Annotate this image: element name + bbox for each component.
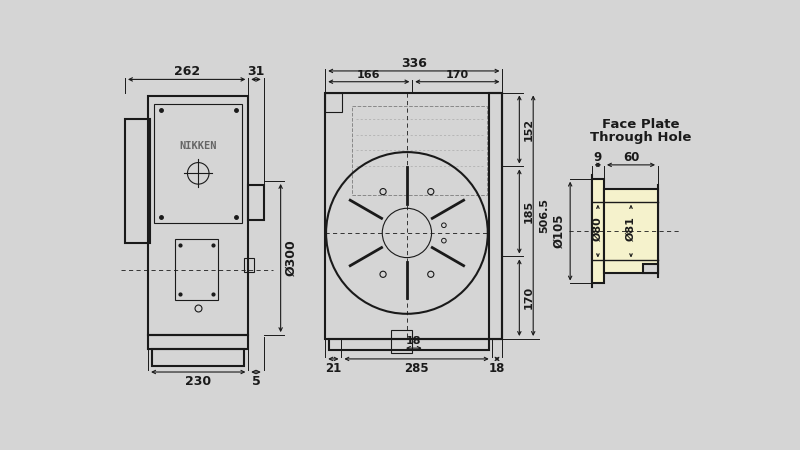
Text: 185: 185 <box>523 200 534 223</box>
Text: 9: 9 <box>594 151 602 164</box>
Text: 152: 152 <box>523 118 534 141</box>
Bar <box>329 339 489 350</box>
Text: 18: 18 <box>489 362 505 375</box>
Bar <box>326 93 342 112</box>
Bar <box>390 330 412 353</box>
Text: 31: 31 <box>247 65 265 78</box>
Bar <box>604 189 658 274</box>
Bar <box>148 96 248 335</box>
Text: 230: 230 <box>185 375 211 388</box>
Text: 336: 336 <box>401 57 426 70</box>
Bar <box>175 239 218 301</box>
Bar <box>248 185 264 220</box>
Bar <box>125 119 150 243</box>
Text: Ø300: Ø300 <box>285 240 298 276</box>
Text: NIKKEN: NIKKEN <box>179 141 217 151</box>
Text: Ø105: Ø105 <box>552 214 565 248</box>
Bar <box>642 264 658 274</box>
Bar <box>592 179 604 284</box>
Text: 506.5: 506.5 <box>539 198 549 233</box>
Text: 18: 18 <box>406 336 422 346</box>
Bar <box>148 335 248 349</box>
Bar <box>152 349 245 366</box>
Bar <box>326 93 502 339</box>
Text: 60: 60 <box>623 151 639 164</box>
Bar <box>352 106 487 195</box>
Text: 262: 262 <box>174 65 200 78</box>
Text: 166: 166 <box>357 70 381 80</box>
Text: Ø81: Ø81 <box>626 216 636 241</box>
Text: 285: 285 <box>404 362 429 375</box>
Text: Face Plate: Face Plate <box>602 118 680 131</box>
Bar <box>489 93 502 339</box>
Text: 170: 170 <box>446 70 469 80</box>
Text: Through Hole: Through Hole <box>590 130 692 144</box>
Bar <box>245 258 254 272</box>
Bar <box>154 104 242 223</box>
Text: 21: 21 <box>326 362 342 375</box>
Text: 5: 5 <box>252 375 260 388</box>
Text: 170: 170 <box>523 286 534 309</box>
Text: Ø80: Ø80 <box>593 216 603 241</box>
